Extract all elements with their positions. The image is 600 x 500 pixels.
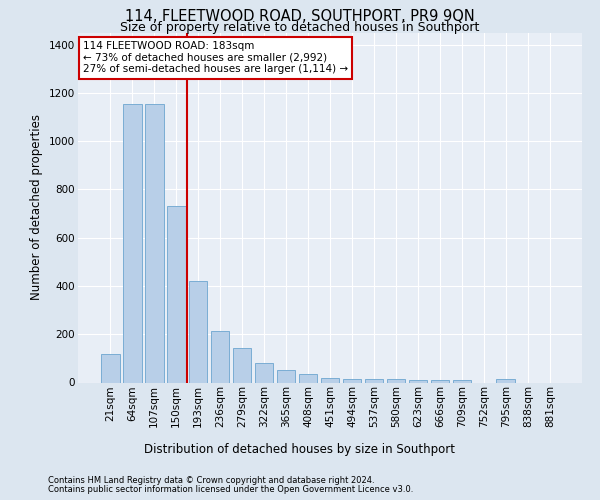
- Bar: [452, 380, 471, 382]
- Text: 114 FLEETWOOD ROAD: 183sqm
← 73% of detached houses are smaller (2,992)
27% of s: 114 FLEETWOOD ROAD: 183sqm ← 73% of deta…: [83, 42, 348, 74]
- Bar: [299, 374, 317, 382]
- Bar: [189, 281, 208, 382]
- Bar: [365, 380, 383, 382]
- Bar: [431, 380, 449, 382]
- Bar: [145, 104, 164, 382]
- Y-axis label: Number of detached properties: Number of detached properties: [31, 114, 43, 300]
- Bar: [386, 380, 405, 382]
- Bar: [255, 363, 274, 382]
- Bar: [320, 378, 340, 382]
- Text: 114, FLEETWOOD ROAD, SOUTHPORT, PR9 9QN: 114, FLEETWOOD ROAD, SOUTHPORT, PR9 9QN: [125, 9, 475, 24]
- Text: Size of property relative to detached houses in Southport: Size of property relative to detached ho…: [121, 21, 479, 34]
- Text: Contains public sector information licensed under the Open Government Licence v3: Contains public sector information licen…: [48, 485, 413, 494]
- Bar: [123, 104, 142, 382]
- Bar: [277, 370, 295, 382]
- Text: Distribution of detached houses by size in Southport: Distribution of detached houses by size …: [145, 442, 455, 456]
- Text: Contains HM Land Registry data © Crown copyright and database right 2024.: Contains HM Land Registry data © Crown c…: [48, 476, 374, 485]
- Bar: [409, 380, 427, 382]
- Bar: [101, 354, 119, 382]
- Bar: [211, 330, 229, 382]
- Bar: [233, 348, 251, 382]
- Bar: [496, 379, 515, 382]
- Bar: [167, 206, 185, 382]
- Bar: [343, 379, 361, 382]
